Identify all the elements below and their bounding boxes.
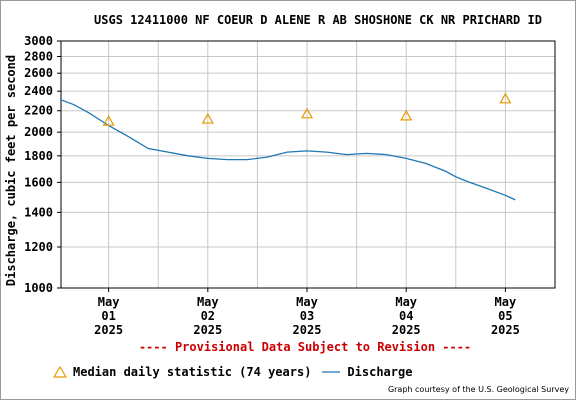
- median-marker: [400, 109, 413, 121]
- y-axis-label: Discharge, cubic feet per second: [4, 55, 18, 286]
- y-tick-label: 2800: [24, 50, 53, 64]
- x-tick-label: May: [98, 295, 120, 309]
- y-tick-label: 2000: [24, 125, 53, 139]
- discharge-series-line: [60, 99, 516, 201]
- series-layer: [60, 92, 516, 201]
- x-tick-label: 2025: [193, 323, 222, 337]
- legend-discharge-label: Discharge: [347, 365, 413, 379]
- x-tick-label: 04: [399, 309, 413, 323]
- legend: Median daily statistic (74 years) Discha…: [53, 365, 422, 379]
- x-tick-label: 2025: [392, 323, 421, 337]
- legend-median-label: Median daily statistic (74 years): [73, 365, 312, 379]
- triangle-marker-icon: [53, 366, 67, 378]
- median-marker: [300, 107, 314, 119]
- x-tick-label: 03: [300, 309, 314, 323]
- legend-item-median: Median daily statistic (74 years): [53, 365, 311, 379]
- x-tick-label: May: [197, 295, 219, 309]
- x-tick-label: May: [495, 295, 517, 309]
- y-tick-label: 3000: [24, 34, 53, 48]
- y-tick-label: 1800: [24, 149, 53, 163]
- y-tick-label: 2600: [24, 66, 53, 80]
- median-marker: [201, 112, 214, 124]
- median-marker: [499, 92, 512, 104]
- y-tick-label: 1600: [24, 175, 53, 189]
- provisional-note: ---- Provisional Data Subject to Revisio…: [139, 340, 471, 354]
- grid-layer: [57, 40, 555, 292]
- line-swatch-icon: [322, 371, 341, 373]
- x-tick-label: May: [296, 295, 318, 309]
- y-tick-label: 2200: [24, 104, 53, 118]
- y-tick-label: 1400: [24, 205, 53, 219]
- plot-border: [60, 40, 556, 289]
- legend-item-discharge: Discharge: [321, 365, 412, 379]
- y-tick-label: 2400: [24, 84, 53, 98]
- y-tick-label: 1200: [24, 240, 53, 254]
- x-tick-label: 05: [498, 309, 512, 323]
- x-tick-label: 2025: [491, 323, 520, 337]
- x-tick-label: 2025: [293, 323, 322, 337]
- y-tick-label: 1000: [24, 281, 53, 295]
- x-tick-label: May: [395, 295, 417, 309]
- x-tick-label: 2025: [94, 323, 123, 337]
- credit-text: Graph courtesy of the U.S. Geological Su…: [387, 385, 569, 394]
- x-tick-label: 02: [201, 309, 215, 323]
- x-tick-label: 01: [101, 309, 115, 323]
- chart-title: USGS 12411000 NF COEUR D ALENE R AB SHOS…: [94, 13, 542, 27]
- y-tick-labels: 1000 1200 1400 1600 1800 2000 2200 2400 2600 2800…: [24, 34, 53, 295]
- x-tick-labels: May012025May022025May032025May042025May0…: [94, 295, 520, 337]
- median-marker: [102, 114, 115, 126]
